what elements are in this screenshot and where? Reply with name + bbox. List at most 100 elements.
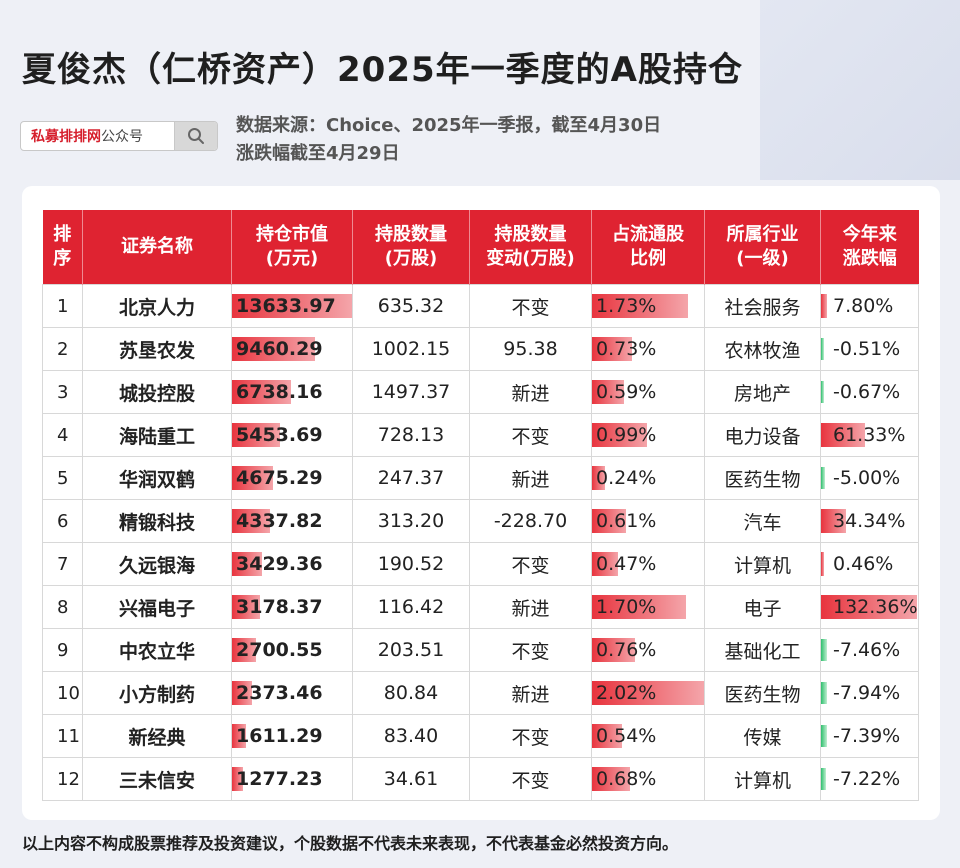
rank-cell: 10 (42, 671, 83, 715)
ytd-change-cell-value: 61.33% (833, 424, 906, 446)
security-name-cell: 三未信安 (82, 757, 232, 801)
float-ratio-cell-bar (592, 552, 618, 576)
industry-cell: 汽车 (704, 499, 821, 543)
ytd-change-cell-value: 34.34% (833, 510, 906, 532)
header-text-line: 序 (53, 248, 72, 269)
shares-cell: 83.40 (352, 714, 470, 758)
float-ratio-cell: 1.70% (591, 585, 705, 629)
market-value-cell-bar (232, 380, 291, 404)
header-text-line: (一级) (736, 248, 789, 269)
table-row: 2 苏垦农发 9460.29 1002.15 95.38 0.73% 农林牧渔 -0.51% (42, 327, 919, 371)
ytd-change-cell: 7.80% (820, 284, 919, 328)
table-row: 10 小方制药 2373.46 80.84 新进 2.02% 医药生物 -7.94% (42, 671, 919, 715)
header-security-name: 证券名称 (82, 210, 232, 285)
table-body: 1 北京人力 13633.97 635.32 不变 1.73% 社会服务 7.80% 2 苏垦农发… (42, 284, 919, 801)
ytd-change-cell-value: -7.39% (833, 725, 901, 747)
float-ratio-cell-bar (592, 294, 688, 318)
market-value-cell-bar (232, 509, 270, 533)
market-value-cell-value: 3429.36 (236, 553, 323, 575)
header-text-line: 变动(万股) (486, 248, 575, 269)
float-ratio-cell-bar (592, 466, 605, 490)
market-value-cell-value: 9460.29 (236, 338, 323, 360)
market-value-cell-bar (232, 595, 260, 619)
market-value-cell-value: 2700.55 (236, 639, 323, 661)
rank-cell: 11 (42, 714, 83, 758)
search-brand: 私募排排网 (31, 129, 101, 145)
header-shares-change: 持股数量变动(万股) (469, 210, 592, 285)
table-row: 1 北京人力 13633.97 635.32 不变 1.73% 社会服务 7.80% (42, 284, 919, 328)
industry-cell: 房地产 (704, 370, 821, 414)
shares-cell: 34.61 (352, 757, 470, 801)
float-ratio-cell-value: 2.02% (596, 682, 657, 704)
float-ratio-cell-bar (592, 509, 626, 533)
header-text-line: 排 (53, 224, 72, 245)
float-ratio-cell: 0.68% (591, 757, 705, 801)
header-industry: 所属行业 (一级) (704, 210, 821, 285)
float-ratio-cell-value: 1.70% (596, 596, 657, 618)
header-text-line: 比例 (630, 248, 666, 269)
header-text-line: 涨跌幅 (842, 248, 897, 269)
header-text-line: 所属行业 (726, 224, 799, 245)
shares-change-cell: 不变 (469, 284, 592, 328)
search-text: 私募排排网公众号 (21, 126, 174, 146)
data-source-line: 数据来源：Choice、2025年一季报，截至4月30日 (236, 115, 662, 136)
market-value-cell-bar (232, 638, 256, 662)
float-ratio-cell-bar (592, 595, 686, 619)
float-ratio-cell-value: 1.73% (596, 295, 657, 317)
market-value-cell-value: 4337.82 (236, 510, 323, 532)
float-ratio-cell-bar (592, 638, 635, 662)
rank-cell: 9 (42, 628, 83, 672)
ytd-change-cell: -7.46% (820, 628, 919, 672)
header-text-line: 持股数量 (494, 224, 567, 245)
ytd-change-cell-bar (821, 639, 827, 661)
rank-cell: 5 (42, 456, 83, 500)
industry-cell: 社会服务 (704, 284, 821, 328)
float-ratio-cell-value: 0.68% (596, 768, 657, 790)
security-name-cell: 海陆重工 (82, 413, 232, 457)
table-row: 5 华润双鹤 4675.29 247.37 新进 0.24% 医药生物 -5.00% (42, 456, 919, 500)
shares-change-cell: 新进 (469, 370, 592, 414)
holdings-card: 排序证券名称 持仓市值 (万元) 持股数量 (万股) 持股数量 变动(万股) 占流通股 比例 所属… (22, 186, 940, 820)
ytd-change-cell-bar (821, 423, 865, 447)
market-value-cell: 4675.29 (231, 456, 353, 500)
float-ratio-cell-value: 0.24% (596, 467, 657, 489)
search-button[interactable] (174, 122, 217, 150)
search-suffix: 公众号 (101, 129, 143, 145)
ytd-change-cell: 0.46% (820, 542, 919, 586)
search-box[interactable]: 私募排排网公众号 (20, 121, 218, 151)
shares-cell: 80.84 (352, 671, 470, 715)
float-ratio-cell: 0.99% (591, 413, 705, 457)
market-value-cell-bar (232, 767, 243, 791)
background-decoration (760, 0, 960, 180)
float-ratio-cell-bar (592, 724, 622, 748)
industry-cell: 传媒 (704, 714, 821, 758)
float-ratio-cell: 0.76% (591, 628, 705, 672)
float-ratio-cell-value: 0.54% (596, 725, 657, 747)
security-name-cell: 城投控股 (82, 370, 232, 414)
industry-cell: 医药生物 (704, 671, 821, 715)
float-ratio-cell-bar (592, 380, 624, 404)
table-row: 6 精锻科技 4337.82 313.20 -228.70 0.61% 汽车 34.34% (42, 499, 919, 543)
ytd-change-cell-value: -7.22% (833, 768, 901, 790)
market-value-cell: 9460.29 (231, 327, 353, 371)
market-value-cell: 2700.55 (231, 628, 353, 672)
ytd-change-cell-bar (821, 552, 824, 576)
table-row: 8 兴福电子 3178.37 116.42 新进 1.70% 电子 132.36% (42, 585, 919, 629)
market-value-cell: 4337.82 (231, 499, 353, 543)
ytd-change-cell-value: 132.36% (833, 596, 918, 618)
float-ratio-cell: 2.02% (591, 671, 705, 715)
market-value-cell-value: 4675.29 (236, 467, 323, 489)
header-text-line: 今年来 (842, 224, 897, 245)
shares-change-cell: 不变 (469, 714, 592, 758)
market-value-cell-value: 2373.46 (236, 682, 323, 704)
ytd-change-cell: -7.39% (820, 714, 919, 758)
rank-cell: 7 (42, 542, 83, 586)
market-value-cell: 5453.69 (231, 413, 353, 457)
shares-change-cell: 不变 (469, 413, 592, 457)
shares-cell: 203.51 (352, 628, 470, 672)
market-value-cell-value: 1277.23 (236, 768, 323, 790)
market-value-cell-bar (232, 423, 280, 447)
ytd-change-cell-bar (821, 294, 827, 318)
ytd-change-cell-bar (821, 768, 826, 790)
shares-cell: 635.32 (352, 284, 470, 328)
